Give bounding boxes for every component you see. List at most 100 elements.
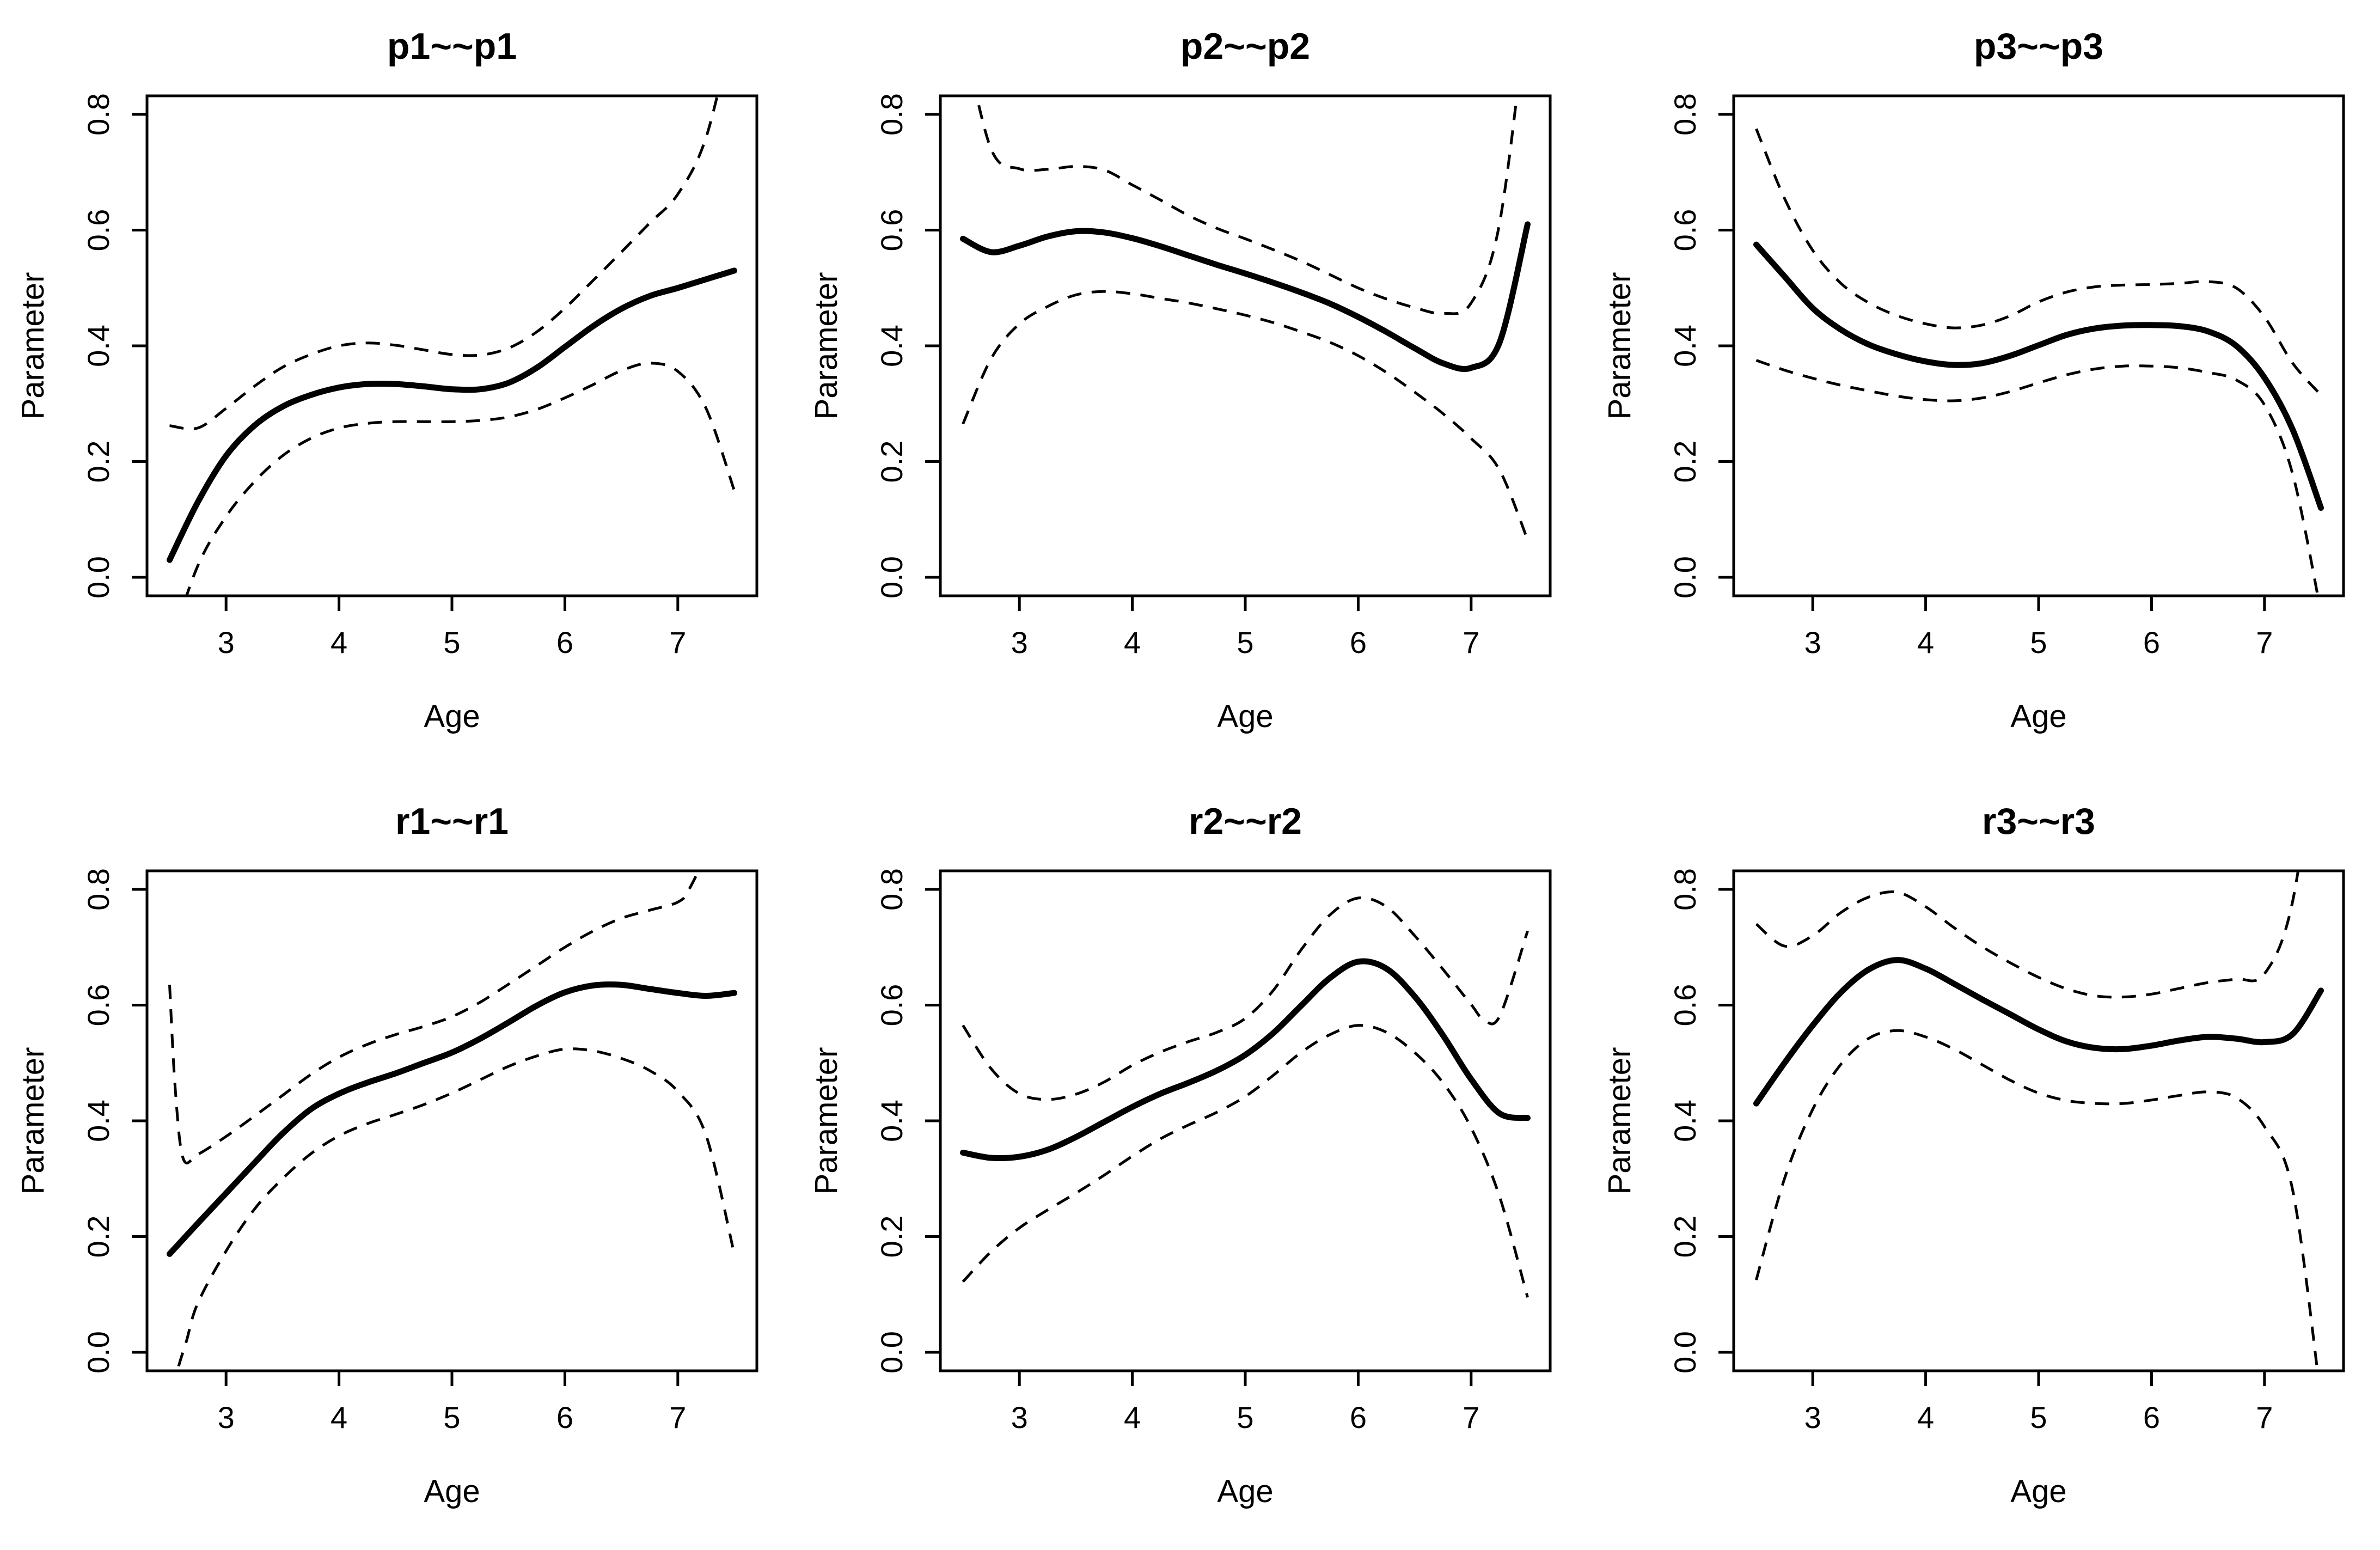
y-tick-label: 0.8 — [874, 93, 909, 136]
curves-group — [1753, 128, 2324, 596]
y-tick-label: 0.4 — [1668, 325, 1702, 367]
plot-p3-p3: 3 4 5 6 7 0.0 0.2 0.4 0.6 0.8 p3~~p3 Age Parameter — [1602, 26, 2345, 734]
x-tick-label: 4 — [1124, 1400, 1141, 1435]
lower-ci-curve — [962, 1024, 1529, 1298]
x-tick-label: 3 — [1011, 625, 1028, 660]
plot-box — [939, 869, 1552, 1372]
x-tick-label: 5 — [2030, 1400, 2047, 1435]
estimate-curve — [960, 221, 1531, 373]
x-tick-label: 7 — [669, 1400, 686, 1435]
x-axis-label: Age — [1217, 699, 1273, 734]
curves-group — [960, 896, 1531, 1298]
plot-title: r1~~r1 — [395, 801, 509, 842]
x-tick-label: 3 — [1011, 1400, 1028, 1435]
y-tick-label: 0.8 — [81, 93, 115, 136]
y-axis-label: Parameter — [1602, 1047, 1637, 1195]
y-tick-label: 0.0 — [874, 556, 909, 599]
curves-group — [167, 96, 737, 596]
y-tick-label: 0.8 — [1668, 868, 1702, 911]
x-tick-label: 4 — [331, 625, 347, 660]
x-tick-label: 6 — [2143, 625, 2160, 660]
x-axis-label: Age — [2010, 1474, 2066, 1509]
upper-ci-curve — [975, 96, 1519, 315]
x-axis-label: Age — [424, 699, 480, 734]
x-tick-label: 7 — [2256, 1400, 2273, 1435]
y-tick-label: 0.4 — [874, 1100, 909, 1142]
upper-ci-curve — [169, 96, 719, 431]
y-tick-label: 0.8 — [1668, 93, 1702, 136]
x-axis-label: Age — [424, 1474, 480, 1509]
plot-title: p3~~p3 — [1974, 26, 2103, 67]
y-tick-label: 0.4 — [874, 325, 909, 367]
plot-title: p2~~p2 — [1180, 26, 1310, 67]
x-tick-label: 7 — [1463, 625, 1479, 660]
estimate-curve — [1753, 241, 2324, 511]
y-tick-label: 0.2 — [81, 1216, 115, 1258]
x-tick-label: 6 — [556, 1400, 573, 1435]
lower-ci-curve — [1755, 1029, 2319, 1371]
y-tick-label: 0.0 — [1668, 556, 1702, 599]
y-tick-label: 0.2 — [1668, 1216, 1702, 1258]
plot-title: r2~~r2 — [1189, 801, 1302, 842]
curves-group — [960, 96, 1531, 540]
x-tick-label: 4 — [1917, 1400, 1934, 1435]
x-tick-label: 3 — [1804, 625, 1821, 660]
y-tick-label: 0.8 — [874, 868, 909, 911]
y-tick-label: 0.8 — [81, 868, 115, 911]
x-tick-label: 6 — [2143, 1400, 2160, 1435]
y-axis-label: Parameter — [15, 272, 51, 420]
y-tick-label: 0.6 — [1668, 984, 1702, 1027]
y-axis-label: Parameter — [809, 1047, 844, 1195]
y-tick-label: 0.6 — [1668, 209, 1702, 252]
estimate-curve — [167, 981, 737, 1257]
y-axis-label: Parameter — [15, 1047, 51, 1195]
y-tick-label: 0.0 — [1668, 1331, 1702, 1374]
y-tick-label: 0.4 — [81, 325, 115, 367]
plot-box — [1732, 869, 2345, 1372]
plot-r3-r3: 3 4 5 6 7 0.0 0.2 0.4 0.6 0.8 r3~~r3 Age Parameter — [1602, 801, 2345, 1509]
plot-title: r3~~r3 — [1982, 801, 2095, 842]
y-axis-label: Parameter — [1602, 272, 1637, 420]
x-tick-label: 6 — [556, 625, 573, 660]
y-tick-label: 0.6 — [874, 209, 909, 252]
x-tick-label: 7 — [669, 625, 686, 660]
x-tick-label: 6 — [1350, 625, 1367, 660]
x-tick-label: 3 — [218, 1400, 235, 1435]
y-tick-label: 0.6 — [874, 984, 909, 1027]
y-tick-label: 0.2 — [874, 441, 909, 483]
x-tick-label: 5 — [443, 625, 460, 660]
lower-ci-curve — [1755, 359, 2320, 596]
upper-ci-curve — [1755, 128, 2322, 396]
y-tick-label: 0.6 — [81, 209, 115, 252]
x-tick-label: 4 — [1917, 625, 1934, 660]
upper-ci-curve — [1755, 871, 2300, 999]
x-axis-label: Age — [1217, 1474, 1273, 1509]
x-tick-label: 5 — [443, 1400, 460, 1435]
plot-title: p1~~p1 — [387, 26, 517, 67]
x-tick-label: 7 — [2256, 625, 2273, 660]
lower-ci-curve — [962, 290, 1529, 540]
x-tick-label: 5 — [1237, 625, 1253, 660]
y-tick-label: 0.4 — [1668, 1100, 1702, 1142]
plot-r2-r2: 3 4 5 6 7 0.0 0.2 0.4 0.6 0.8 r2~~r2 Age Parameter — [809, 801, 1552, 1509]
x-axis-label: Age — [2010, 699, 2066, 734]
x-tick-label: 3 — [218, 625, 235, 660]
y-axis-label: Parameter — [809, 272, 844, 420]
y-tick-label: 0.0 — [81, 1331, 115, 1374]
x-tick-label: 4 — [331, 1400, 347, 1435]
y-tick-label: 0.0 — [874, 1331, 909, 1374]
upper-ci-curve — [962, 896, 1529, 1101]
curves-group — [1753, 871, 2324, 1371]
y-tick-label: 0.6 — [81, 984, 115, 1027]
plot-p2-p2: 3 4 5 6 7 0.0 0.2 0.4 0.6 0.8 p2~~p2 Age Parameter — [809, 26, 1552, 734]
upper-ci-curve — [168, 871, 700, 1164]
x-tick-label: 5 — [2030, 625, 2047, 660]
x-tick-label: 4 — [1124, 625, 1141, 660]
lower-ci-curve — [185, 362, 736, 596]
curves-group — [167, 871, 737, 1371]
estimate-curve — [960, 958, 1531, 1162]
plot-box — [939, 94, 1552, 597]
y-tick-label: 0.2 — [1668, 441, 1702, 483]
y-tick-label: 0.2 — [874, 1216, 909, 1258]
